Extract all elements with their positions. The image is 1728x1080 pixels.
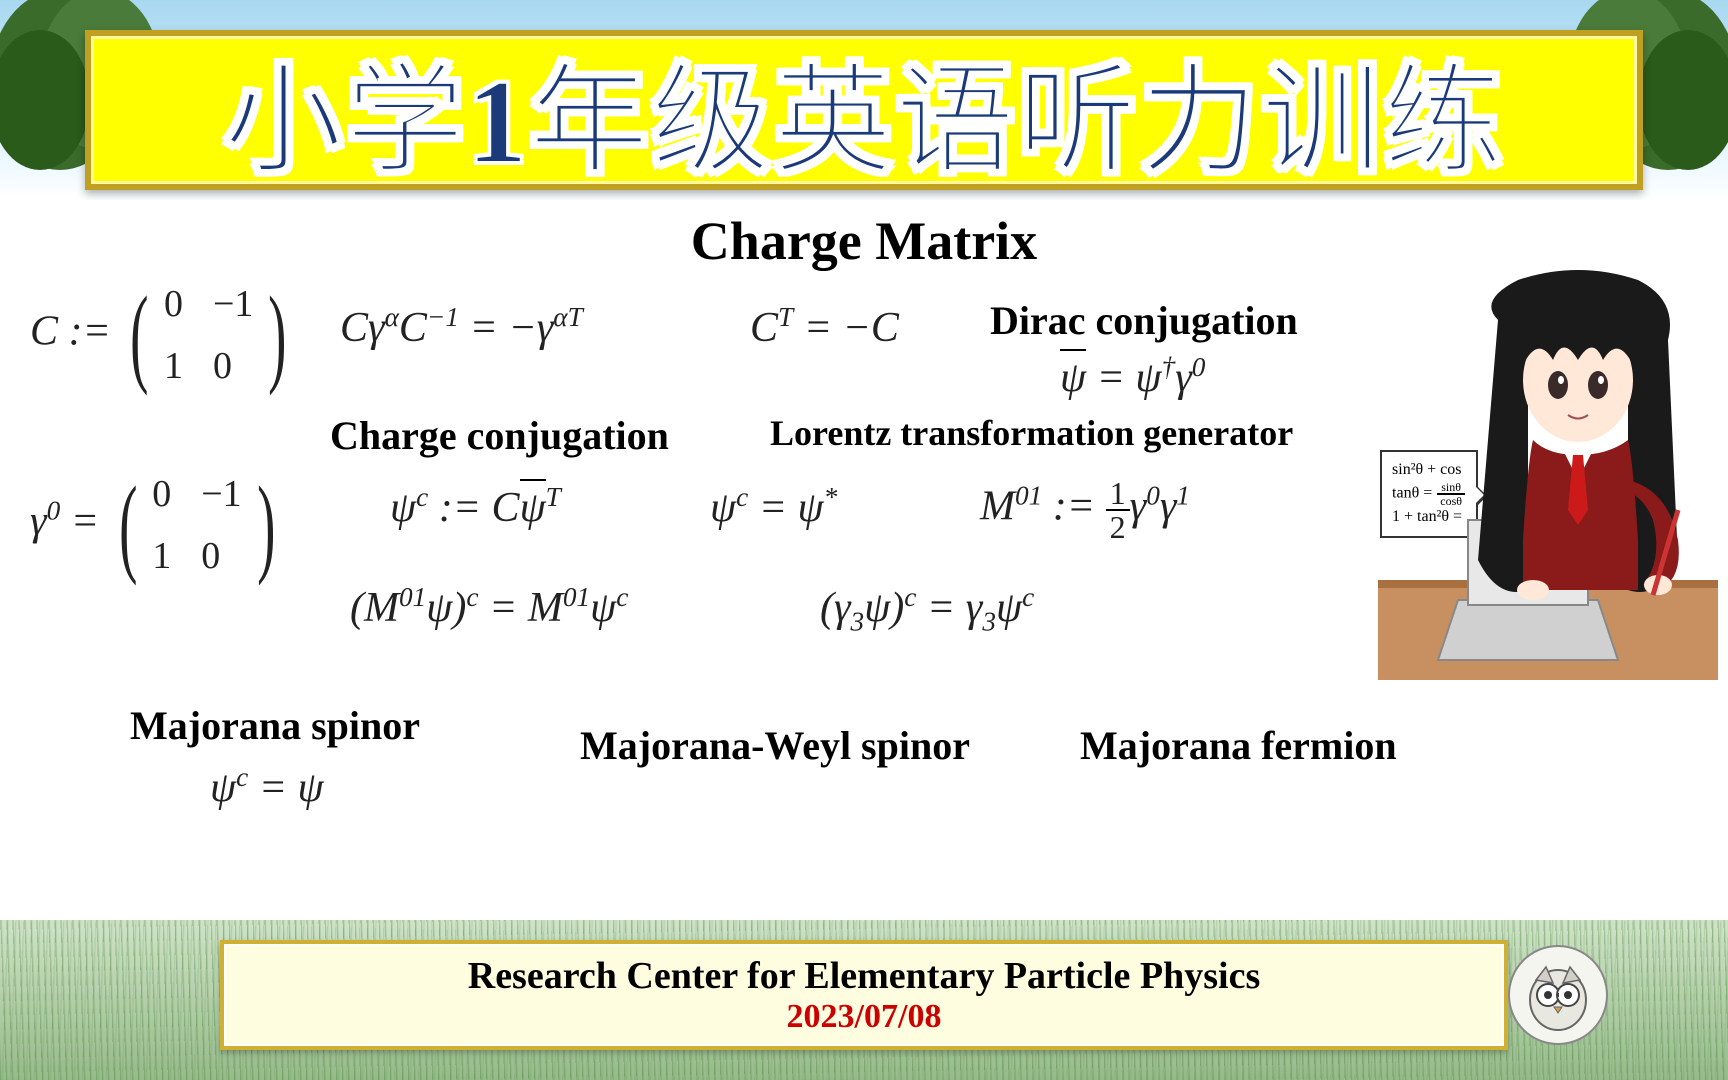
eq-text: C := <box>30 309 111 355</box>
label-majorana-weyl: Majorana-Weyl spinor <box>580 722 970 769</box>
footer-org: Research Center for Elementary Particle … <box>468 954 1261 998</box>
label-majorana-fermion: Majorana fermion <box>1080 722 1397 769</box>
eq-m01: M01 := 12γ0γ1 <box>980 477 1190 543</box>
eq-psic-def: ψc := CψT <box>390 482 561 532</box>
title-banner: 小学1年级英语听力训练 <box>85 30 1643 190</box>
eq-mpsi: (M01ψ)c = M01ψc <box>350 582 628 632</box>
label-majorana-spinor: Majorana spinor <box>130 702 420 749</box>
eq-cgamma: CγαC−1 = −γαT <box>340 302 583 352</box>
title-text: 小学1年级英语听力训练 <box>223 23 1505 197</box>
eq-psic-star: ψc = ψ* <box>710 482 837 532</box>
matrix-c: ( 0 −1 1 0 ) <box>121 282 296 388</box>
eq-g3psi: (γ3ψ)c = γ3ψc <box>820 582 1034 637</box>
eq-majorana: ψc = ψ <box>210 762 324 812</box>
eq-ct: CT = −C <box>750 302 899 352</box>
eq-dirac: ψ = ψ†γ0 <box>1060 352 1205 402</box>
eq-gamma0-def: γ0 = ( 0 −1 1 0 ) <box>30 472 284 578</box>
character-illustration <box>1378 260 1718 680</box>
label-lorentz: Lorentz transformation generator <box>770 412 1293 454</box>
footer-date: 2023/07/08 <box>787 998 942 1036</box>
matrix-gamma0: ( 0 −1 1 0 ) <box>110 472 285 578</box>
label-charge-conj: Charge conjugation <box>330 412 669 459</box>
footer-banner: Research Center for Elementary Particle … <box>220 940 1508 1050</box>
eq-c-def: C := ( 0 −1 1 0 ) <box>30 282 296 388</box>
owl-logo <box>1508 945 1608 1045</box>
label-dirac: Dirac conjugation <box>990 297 1298 344</box>
